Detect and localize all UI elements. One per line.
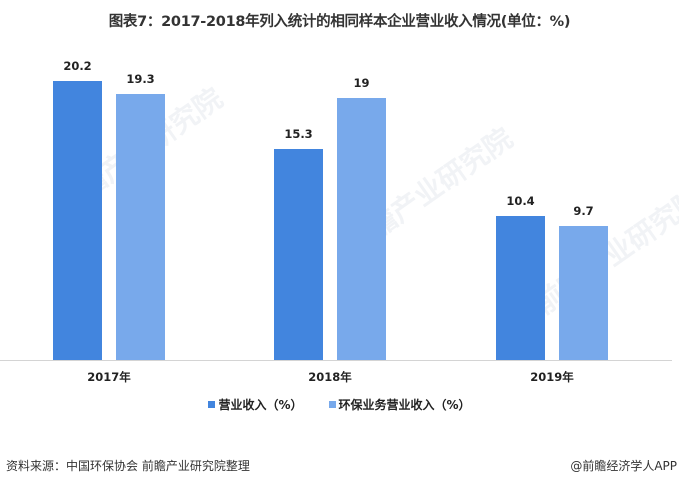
x-tick-label: 2019年 bbox=[530, 370, 574, 384]
source-note: 资料来源：中国环保协会 前瞻产业研究院整理 bbox=[6, 459, 250, 473]
legend-label: 环保业务营业收入（%） bbox=[338, 398, 471, 412]
legend-item-env-revenue[interactable]: 环保业务营业收入（%） bbox=[328, 396, 471, 413]
x-tick-label: 2018年 bbox=[308, 370, 352, 384]
bar-value-label: 9.7 bbox=[573, 204, 594, 219]
bar-value-label: 19.3 bbox=[126, 71, 155, 86]
chart-title: 图表7：2017-2018年列入统计的相同样本企业营业收入情况(单位：%) bbox=[108, 14, 571, 30]
legend: 营业收入（%） 环保业务营业收入（%） bbox=[0, 396, 679, 413]
bar-revenue-2019[interactable] bbox=[496, 216, 545, 360]
bar-revenue-2018[interactable] bbox=[274, 148, 323, 360]
legend-swatch-env-revenue bbox=[328, 401, 336, 408]
legend-item-revenue[interactable]: 营业收入（%） bbox=[208, 396, 303, 413]
legend-label: 营业收入（%） bbox=[218, 398, 303, 412]
bar-value-label: 19 bbox=[353, 75, 370, 90]
bar-value-label: 20.2 bbox=[63, 59, 92, 74]
bar-env-revenue-2017[interactable] bbox=[116, 93, 165, 360]
bar-value-label: 15.3 bbox=[284, 126, 313, 141]
legend-swatch-revenue bbox=[208, 401, 216, 408]
x-axis-line bbox=[0, 360, 672, 361]
bar-value-label: 10.4 bbox=[506, 194, 535, 209]
bar-revenue-2017[interactable] bbox=[53, 81, 102, 360]
x-tick-label: 2017年 bbox=[87, 370, 131, 384]
credit-note: @前瞻经济学人APP bbox=[570, 459, 677, 473]
bar-env-revenue-2019[interactable] bbox=[559, 226, 608, 360]
bar-env-revenue-2018[interactable] bbox=[337, 97, 386, 360]
